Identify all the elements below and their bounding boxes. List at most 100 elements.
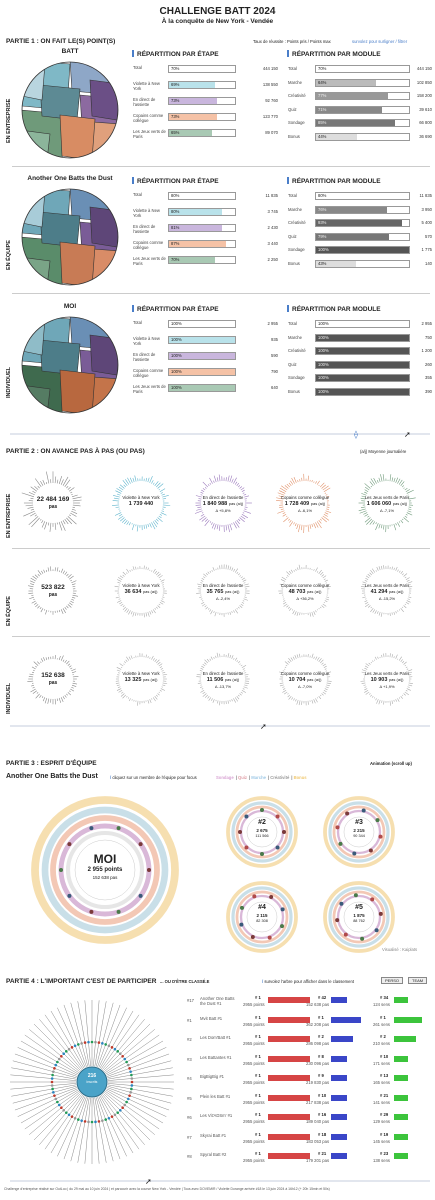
steps-bar[interactable] — [331, 1055, 347, 1062]
team-name[interactable]: Plein les Batt #1 — [200, 1093, 231, 1099]
module-bar[interactable]: 100% — [315, 320, 410, 328]
team-name[interactable]: Les Battantes #1 — [200, 1054, 232, 1060]
scroll-marker-icon[interactable]: ⟠ — [354, 430, 358, 439]
stage-steps-radial[interactable] — [351, 468, 423, 538]
total-steps-radial[interactable] — [18, 644, 88, 714]
stage-bar[interactable]: 100% — [168, 384, 236, 392]
part2-scrollbar[interactable] — [10, 725, 430, 727]
module-bar[interactable]: 80% — [315, 192, 410, 200]
team-name[interactable]: Les Vit'ADSm' #1 — [200, 1113, 233, 1118]
stage-bar[interactable]: 69% — [168, 81, 236, 89]
stage-steps-radial[interactable] — [269, 468, 341, 538]
team-name[interactable]: Another One Batts the Dust #1 — [200, 996, 235, 1006]
points-bar[interactable] — [268, 1016, 310, 1023]
module-bar[interactable]: 100% — [315, 347, 410, 355]
module-bar[interactable]: 64% — [315, 78, 410, 87]
part1-scrollbar[interactable] — [10, 433, 430, 435]
module-bar[interactable]: 100% — [315, 360, 410, 369]
sens-bar[interactable] — [394, 1016, 422, 1023]
voronoi-treemap[interactable] — [20, 60, 120, 160]
team-name[interactable]: Skyrai Batt #1 — [200, 1132, 227, 1138]
total-steps-radial[interactable] — [18, 556, 88, 626]
stage-bar[interactable]: 100% — [168, 368, 236, 376]
stage-steps-radial[interactable] — [269, 556, 341, 626]
stage-bar[interactable]: 65% — [168, 129, 236, 137]
team-name[interactable]: BigBigBig #1 — [200, 1074, 224, 1079]
module-bar[interactable]: 70% — [315, 65, 410, 73]
stage-bar[interactable]: 87% — [168, 240, 236, 248]
stage-bar[interactable]: 73% — [168, 97, 236, 105]
sens-bar[interactable] — [394, 1055, 408, 1062]
member-rings[interactable] — [322, 795, 396, 869]
module-bar[interactable]: 100% — [315, 246, 410, 254]
stage-steps-radial[interactable] — [351, 644, 423, 714]
points-bar[interactable] — [268, 1153, 310, 1159]
stage-steps-radial[interactable] — [105, 556, 177, 626]
steps-bar[interactable] — [331, 1133, 347, 1140]
sens-bar[interactable] — [394, 1114, 408, 1120]
module-bar[interactable]: 100% — [315, 387, 410, 396]
team-name[interactable]: Mvit Batt #1 — [200, 1015, 223, 1021]
sens-bar[interactable] — [394, 997, 408, 1003]
points-bar[interactable] — [268, 1036, 310, 1042]
ranking-tree[interactable] — [4, 994, 180, 1170]
module-bar[interactable]: 93% — [315, 219, 410, 227]
module-bar[interactable]: 85% — [315, 119, 410, 127]
sens-bar[interactable] — [394, 1075, 408, 1081]
voronoi-treemap[interactable] — [20, 315, 120, 415]
points-bar[interactable] — [268, 1055, 310, 1062]
stage-steps-radial[interactable] — [105, 644, 177, 714]
part4-scrollbar[interactable] — [10, 1180, 430, 1182]
points-bar[interactable] — [268, 1133, 310, 1140]
module-bar[interactable]: 100% — [315, 333, 410, 342]
module-bar[interactable]: 76% — [315, 205, 410, 214]
sens-bar[interactable] — [394, 1133, 408, 1140]
member-rings[interactable] — [225, 880, 299, 954]
stage-bar[interactable]: 80% — [168, 192, 236, 200]
stage-steps-radial[interactable] — [105, 468, 177, 538]
stage-bar[interactable]: 81% — [168, 224, 236, 232]
points-bar[interactable] — [268, 1114, 310, 1120]
steps-bar[interactable] — [331, 1153, 347, 1159]
stage-steps-radial[interactable] — [187, 468, 259, 538]
team-button[interactable]: TEAM — [408, 977, 428, 984]
perso-button[interactable]: PERSO — [381, 977, 404, 984]
stage-bar[interactable]: 100% — [168, 336, 236, 344]
stage-steps-radial[interactable] — [269, 644, 341, 714]
sens-bar[interactable] — [394, 1153, 408, 1159]
stage-bar[interactable]: 80% — [168, 208, 236, 216]
voronoi-treemap[interactable] — [20, 187, 120, 287]
part3-animation[interactable]: Animation (scroll up) — [370, 761, 412, 766]
team-name[interactable]: Les Dom'Batt #1 — [200, 1035, 231, 1040]
module-bar[interactable]: 43% — [315, 259, 410, 268]
steps-bar[interactable] — [331, 1075, 347, 1081]
stage-bar[interactable]: 100% — [168, 352, 236, 360]
module-bar[interactable]: 77% — [315, 92, 410, 100]
steps-bar[interactable] — [331, 997, 347, 1003]
steps-bar[interactable] — [331, 1114, 347, 1120]
steps-bar[interactable] — [331, 1036, 353, 1042]
stage-steps-radial[interactable] — [187, 644, 259, 714]
module-bar[interactable]: 71% — [315, 105, 410, 114]
stage-bar[interactable]: 100% — [168, 320, 236, 328]
module-bar[interactable]: 100% — [315, 374, 410, 382]
module-bar[interactable]: 44% — [315, 132, 410, 141]
total-steps-radial[interactable] — [18, 468, 88, 538]
stage-bar[interactable]: 70% — [168, 256, 236, 264]
stage-bar[interactable]: 70% — [168, 65, 236, 73]
member-rings[interactable] — [225, 795, 299, 869]
stage-bar[interactable]: 73% — [168, 113, 236, 121]
points-bar[interactable] — [268, 1094, 310, 1101]
stage-steps-radial[interactable] — [187, 556, 259, 626]
steps-bar[interactable] — [331, 1016, 361, 1023]
stage-steps-radial[interactable] — [351, 556, 423, 626]
member-rings[interactable] — [322, 880, 396, 954]
sens-bar[interactable] — [394, 1036, 416, 1042]
module-bar[interactable]: 79% — [315, 232, 410, 241]
points-bar[interactable] — [268, 997, 310, 1003]
team-name[interactable]: Spyral Batt #2 — [200, 1152, 227, 1157]
steps-bar[interactable] — [331, 1094, 347, 1101]
me-rings[interactable] — [30, 795, 180, 945]
points-bar[interactable] — [268, 1075, 310, 1081]
sens-bar[interactable] — [394, 1094, 408, 1101]
